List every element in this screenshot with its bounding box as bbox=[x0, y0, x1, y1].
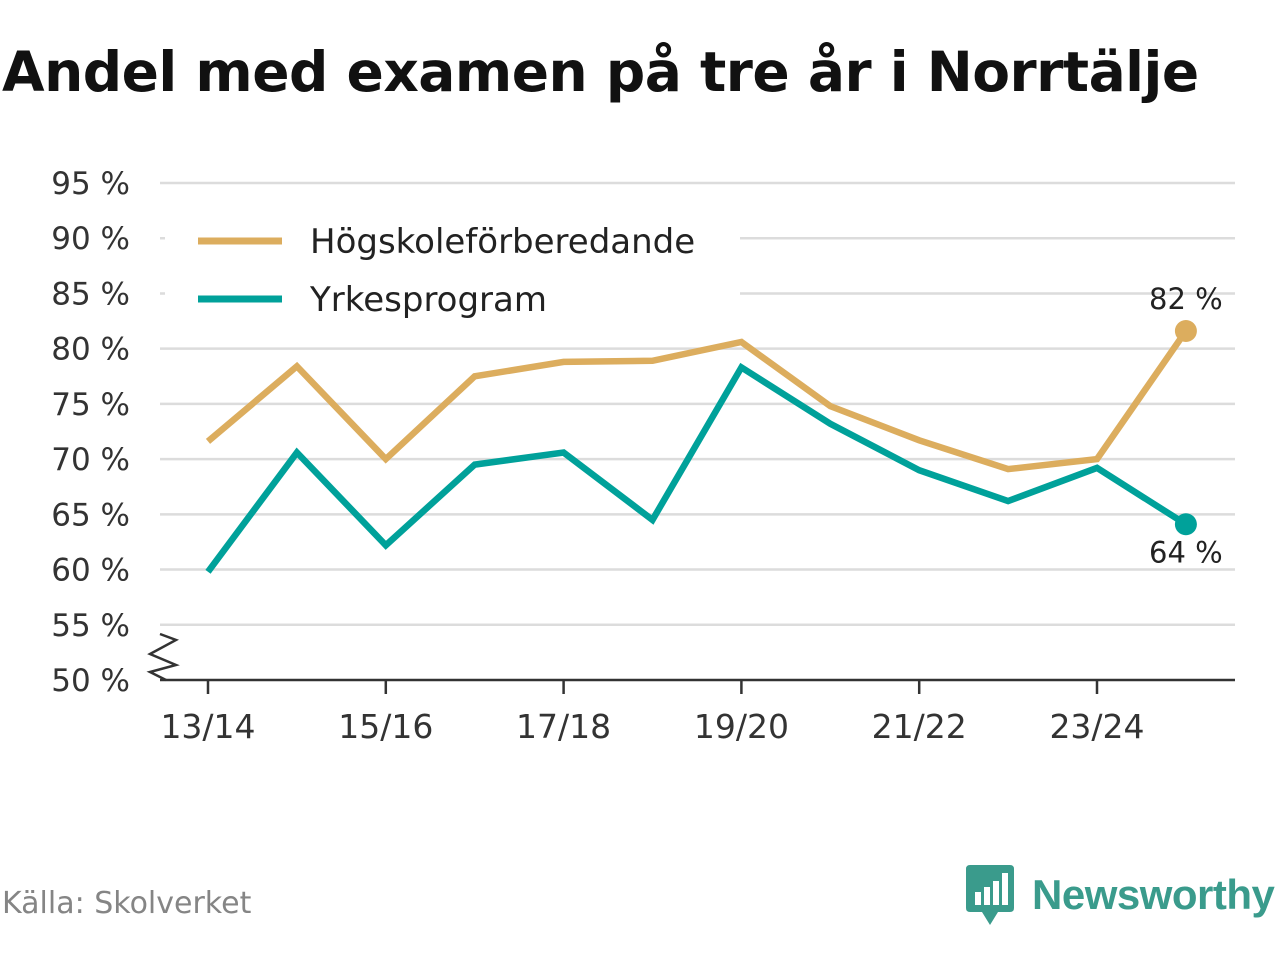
x-tick-label: 15/16 bbox=[338, 707, 433, 746]
y-tick-label: 85 % bbox=[51, 276, 130, 312]
brand-logo: Newsworthy bbox=[964, 862, 1275, 928]
legend-label: Yrkesprogram bbox=[309, 280, 547, 320]
newsworthy-logo-icon bbox=[966, 865, 1014, 925]
axis-break-icon bbox=[146, 632, 180, 682]
legend-label: Högskoleförberedande bbox=[310, 222, 695, 262]
axes: 50 % 55 % 60 % 65 % 70 % 75 % 80 % 85 % 90 % 95 %… bbox=[51, 166, 1235, 746]
end-value-label: 82 % bbox=[1149, 282, 1223, 316]
series bbox=[205, 319, 1197, 574]
y-tick-label: 95 % bbox=[51, 166, 130, 202]
source-note: Källa: Skolverket bbox=[2, 886, 252, 921]
y-tick-label: 70 % bbox=[51, 442, 130, 478]
y-tick-label: 50 % bbox=[51, 663, 130, 699]
y-tick-label: 65 % bbox=[51, 497, 130, 533]
y-tick-label: 80 % bbox=[51, 332, 130, 368]
series-end-point bbox=[1174, 319, 1197, 342]
y-tick-label: 75 % bbox=[51, 387, 130, 423]
x-tick-label: 13/14 bbox=[160, 707, 255, 746]
x-tick-label: 23/24 bbox=[1049, 707, 1144, 746]
x-tick-label: 17/18 bbox=[516, 707, 611, 746]
brand-name: Newsworthy bbox=[1032, 871, 1275, 918]
series-line-0 bbox=[205, 329, 1189, 473]
y-tick-label: 55 % bbox=[51, 608, 130, 644]
x-tick-label: 21/22 bbox=[872, 707, 967, 746]
chart-title: Andel med examen på tre år i Norrtälje bbox=[2, 40, 1199, 104]
y-tick-label: 60 % bbox=[51, 553, 130, 589]
x-tick-label: 19/20 bbox=[694, 707, 789, 746]
legend: Högskoleförberedande Yrkesprogram bbox=[165, 215, 740, 321]
end-value-label: 64 % bbox=[1149, 535, 1223, 569]
data-labels: 82 % 64 % bbox=[1149, 282, 1223, 569]
series-line-1 bbox=[205, 362, 1188, 574]
y-tick-label: 90 % bbox=[51, 221, 130, 257]
series-end-point bbox=[1174, 513, 1197, 536]
